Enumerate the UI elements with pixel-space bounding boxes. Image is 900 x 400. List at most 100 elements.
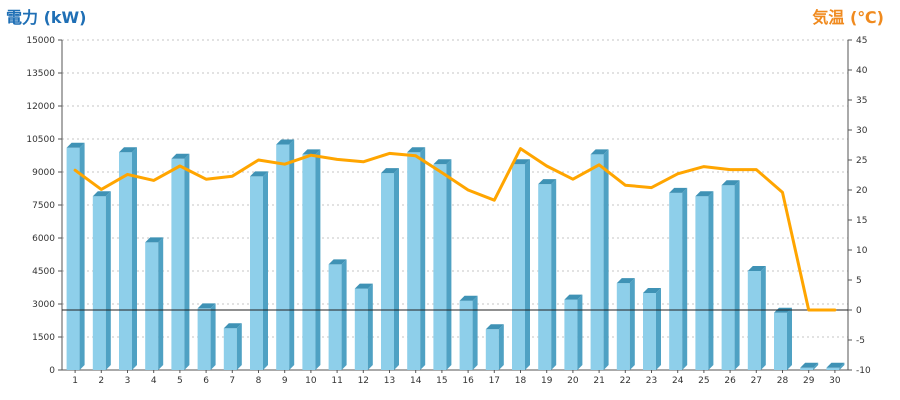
bar-top bbox=[171, 153, 190, 159]
bar-side bbox=[158, 237, 164, 370]
bar bbox=[538, 179, 557, 370]
x-tick-label: 22 bbox=[620, 376, 631, 386]
right-tick-label: 45 bbox=[856, 36, 867, 46]
bar-top bbox=[354, 283, 373, 289]
bar-side bbox=[577, 294, 583, 370]
bar-top bbox=[92, 191, 111, 197]
bar-side bbox=[105, 191, 111, 370]
x-tick-label: 30 bbox=[829, 376, 841, 386]
bar-top bbox=[302, 149, 321, 155]
x-tick-label: 11 bbox=[331, 376, 342, 386]
x-tick-label: 16 bbox=[462, 376, 474, 386]
bar bbox=[800, 362, 819, 370]
bar-front bbox=[381, 173, 394, 370]
bar-side bbox=[341, 259, 347, 370]
right-axis-title: 気温 (℃) bbox=[812, 8, 884, 27]
bar-side bbox=[289, 139, 295, 370]
bar-side bbox=[472, 295, 478, 370]
bar-front bbox=[616, 283, 630, 370]
bar-side bbox=[551, 179, 557, 370]
bar bbox=[276, 139, 295, 370]
bar-side bbox=[446, 159, 452, 370]
bar-side bbox=[498, 324, 504, 370]
right-tick-label: 35 bbox=[856, 96, 867, 106]
bar bbox=[197, 303, 216, 370]
bar bbox=[381, 168, 399, 370]
bar bbox=[302, 149, 321, 370]
bar-front bbox=[747, 271, 761, 370]
bar-front bbox=[774, 312, 787, 370]
bar-front bbox=[92, 196, 106, 370]
right-tick-label: -5 bbox=[856, 336, 865, 346]
bar-side bbox=[315, 149, 321, 370]
bar-top bbox=[276, 139, 295, 145]
bar-front bbox=[145, 242, 159, 370]
bar-front bbox=[197, 308, 211, 370]
bar bbox=[590, 149, 609, 370]
bar-top bbox=[590, 149, 609, 155]
x-tick-label: 28 bbox=[777, 376, 789, 386]
bar-top bbox=[145, 237, 164, 243]
right-tick-label: 0 bbox=[856, 306, 862, 316]
left-tick-label: 13500 bbox=[26, 69, 55, 79]
bar bbox=[669, 187, 688, 370]
bar-top bbox=[538, 179, 557, 185]
x-tick-label: 3 bbox=[125, 376, 131, 386]
right-tick-label: 40 bbox=[856, 66, 868, 76]
x-tick-label: 13 bbox=[384, 376, 395, 386]
bar-front bbox=[643, 293, 656, 370]
bar-side bbox=[525, 159, 530, 370]
bar-side bbox=[367, 283, 373, 370]
x-tick-label: 6 bbox=[203, 376, 209, 386]
bar-front bbox=[669, 192, 683, 370]
bar bbox=[695, 191, 714, 370]
bar-front bbox=[250, 176, 263, 370]
bar bbox=[119, 147, 137, 370]
x-tick-label: 18 bbox=[515, 376, 527, 386]
bar bbox=[721, 180, 740, 370]
bar-top bbox=[119, 147, 137, 153]
bar-front bbox=[171, 158, 185, 370]
bar-side bbox=[656, 288, 661, 370]
bar-front bbox=[512, 164, 525, 370]
x-tick-label: 14 bbox=[410, 376, 422, 386]
bar-front bbox=[590, 154, 604, 370]
bar bbox=[826, 362, 845, 370]
x-tick-label: 7 bbox=[229, 376, 235, 386]
bar-side bbox=[420, 147, 426, 370]
x-tick-label: 19 bbox=[541, 376, 553, 386]
bar bbox=[250, 171, 268, 370]
bar bbox=[66, 142, 85, 370]
x-tick-label: 4 bbox=[151, 376, 157, 386]
right-tick-label: 25 bbox=[856, 156, 867, 166]
bar-front bbox=[354, 288, 368, 370]
x-tick-label: 1 bbox=[72, 376, 78, 386]
bar-side bbox=[734, 180, 740, 370]
bar-side bbox=[787, 307, 792, 370]
bar-top bbox=[826, 362, 845, 368]
bar-top bbox=[747, 266, 766, 271]
bar-front bbox=[276, 144, 290, 370]
left-tick-label: 6000 bbox=[32, 234, 55, 244]
bar-top bbox=[433, 159, 452, 165]
bar-front bbox=[302, 154, 316, 370]
bar bbox=[616, 278, 635, 370]
bar-top bbox=[381, 168, 399, 174]
bar-front bbox=[223, 328, 237, 370]
right-tick-label: 10 bbox=[856, 246, 868, 256]
bar-front bbox=[433, 164, 447, 370]
bar bbox=[407, 147, 426, 370]
bar bbox=[485, 324, 504, 370]
bar-front bbox=[538, 184, 552, 370]
bar-side bbox=[184, 153, 190, 370]
right-tick-label: 20 bbox=[856, 186, 868, 196]
left-tick-label: 12000 bbox=[26, 102, 55, 112]
bar-side bbox=[132, 147, 137, 370]
bar-side bbox=[236, 323, 242, 370]
bar-side bbox=[760, 266, 766, 370]
bar-top bbox=[800, 362, 819, 368]
bar bbox=[433, 159, 452, 370]
bar-top bbox=[564, 294, 583, 300]
left-tick-label: 1500 bbox=[32, 333, 55, 343]
